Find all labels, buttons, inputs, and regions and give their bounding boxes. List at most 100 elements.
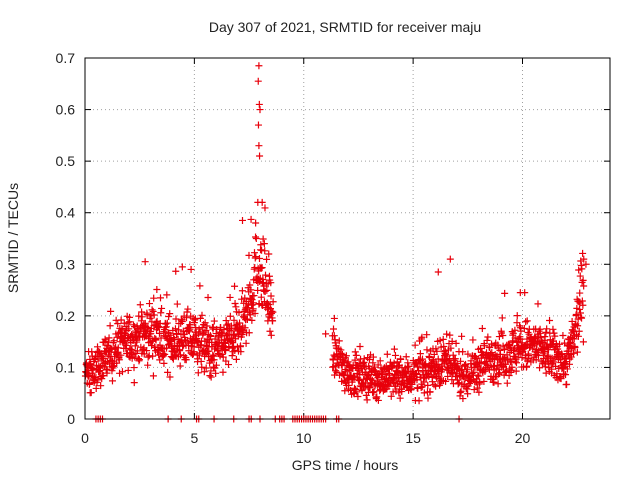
- data-point: [557, 375, 565, 383]
- data-point: [569, 326, 577, 334]
- data-point: [473, 384, 481, 392]
- data-point: [114, 320, 122, 328]
- data-point: [376, 357, 384, 365]
- data-point: [232, 355, 240, 363]
- data-point: [425, 372, 433, 380]
- data-point: [342, 352, 350, 360]
- data-point: [447, 344, 455, 352]
- data-point: [226, 293, 234, 301]
- data-point: [107, 307, 115, 315]
- data-point: [131, 353, 139, 361]
- y-tick-label: 0.7: [56, 50, 76, 66]
- data-point: [121, 340, 129, 348]
- data-point: [172, 267, 180, 275]
- peak-point: [521, 289, 529, 297]
- data-point: [578, 265, 586, 273]
- data-point: [568, 317, 576, 325]
- data-point: [237, 348, 245, 356]
- data-point: [575, 305, 583, 313]
- data-point: [135, 312, 143, 320]
- data-point: [236, 319, 244, 327]
- data-point: [182, 356, 190, 364]
- data-point: [574, 332, 582, 340]
- data-point: [86, 380, 94, 388]
- peak-point: [446, 255, 454, 263]
- data-point: [94, 343, 102, 351]
- data-point: [157, 309, 165, 317]
- data-point: [351, 348, 359, 356]
- data-point: [363, 396, 371, 404]
- data-point: [176, 362, 184, 370]
- x-tick-label: 15: [405, 430, 421, 446]
- data-point: [191, 316, 199, 324]
- data-point: [344, 358, 352, 366]
- data-point: [149, 372, 157, 380]
- data-point: [370, 388, 378, 396]
- y-tick-label: 0.4: [56, 205, 76, 221]
- data-point: [423, 371, 431, 379]
- data-point: [247, 286, 255, 294]
- data-point: [203, 322, 211, 330]
- data-point: [438, 365, 446, 373]
- data-point: [500, 355, 508, 363]
- data-point: [342, 368, 350, 376]
- data-point: [459, 348, 467, 356]
- data-point: [448, 337, 456, 345]
- data-point: [439, 335, 447, 343]
- data-point: [415, 397, 423, 405]
- data-point: [263, 286, 271, 294]
- y-tick-label: 0: [67, 411, 75, 427]
- x-tick-label: 10: [296, 430, 312, 446]
- data-point: [164, 368, 172, 376]
- data-point: [420, 378, 428, 386]
- data-point: [267, 331, 275, 339]
- data-point: [235, 308, 243, 316]
- data-point: [230, 330, 238, 338]
- data-point: [248, 316, 256, 324]
- data-point: [252, 253, 260, 261]
- peak-point: [582, 260, 590, 268]
- data-point: [505, 341, 513, 349]
- data-point: [449, 368, 457, 376]
- data-point: [580, 282, 588, 290]
- data-point: [423, 346, 431, 354]
- data-point: [330, 332, 338, 340]
- data-point: [573, 348, 581, 356]
- data-point: [451, 355, 459, 363]
- peak-point: [141, 258, 149, 266]
- data-point: [374, 396, 382, 404]
- data-point: [257, 293, 265, 301]
- data-point: [499, 342, 507, 350]
- data-point: [246, 281, 254, 289]
- data-point: [145, 300, 153, 308]
- data-point: [173, 300, 181, 308]
- peak-point: [256, 152, 264, 160]
- data-point: [423, 331, 431, 339]
- data-point: [381, 370, 389, 378]
- data-point: [259, 235, 267, 243]
- peak-point: [322, 330, 330, 338]
- data-point: [475, 372, 483, 380]
- x-tick-label: 0: [81, 430, 89, 446]
- data-point: [163, 319, 171, 327]
- data-point: [210, 317, 218, 325]
- data-point: [150, 294, 158, 302]
- data-point: [267, 292, 275, 300]
- peak-point: [580, 255, 588, 263]
- data-point: [426, 388, 434, 396]
- data-point: [89, 366, 97, 374]
- data-point: [383, 350, 391, 358]
- data-point: [546, 317, 554, 325]
- data-point: [148, 306, 156, 314]
- data-point: [160, 359, 168, 367]
- data-point: [210, 356, 218, 364]
- data-point: [536, 364, 544, 372]
- data-point: [494, 380, 502, 388]
- data-point: [360, 355, 368, 363]
- data-point: [196, 282, 204, 290]
- data-point: [144, 353, 152, 361]
- data-point: [458, 332, 466, 340]
- data-point: [354, 392, 362, 400]
- data-point: [567, 353, 575, 361]
- data-point: [446, 331, 454, 339]
